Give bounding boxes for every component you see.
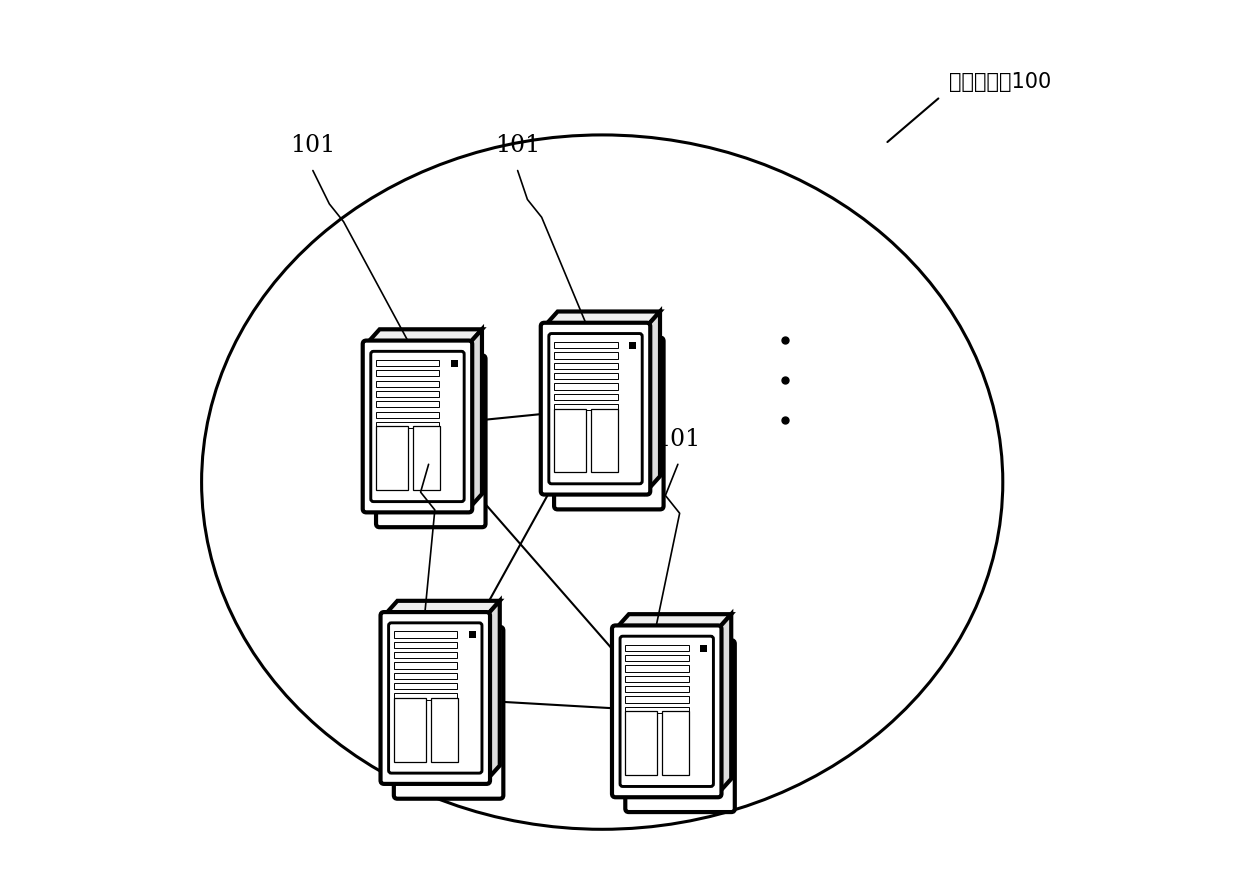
Bar (394, 663, 458, 669)
Bar (376, 412, 439, 418)
Polygon shape (544, 312, 660, 326)
Polygon shape (469, 330, 482, 509)
Bar (394, 698, 425, 762)
FancyBboxPatch shape (613, 625, 722, 797)
Text: 101: 101 (405, 428, 451, 451)
Polygon shape (647, 312, 660, 491)
Polygon shape (615, 614, 732, 629)
FancyBboxPatch shape (554, 338, 663, 509)
Bar (554, 409, 585, 472)
Bar (376, 427, 408, 490)
Bar (394, 631, 458, 638)
Bar (430, 698, 458, 762)
Text: 101: 101 (290, 134, 336, 157)
Bar (625, 655, 688, 662)
Polygon shape (718, 614, 732, 794)
FancyBboxPatch shape (625, 640, 735, 812)
Bar (451, 360, 458, 367)
Bar (554, 342, 618, 348)
Bar (376, 391, 439, 397)
Polygon shape (486, 601, 500, 780)
Bar (591, 409, 618, 472)
Bar (554, 353, 618, 359)
Bar (554, 405, 618, 411)
Text: 101: 101 (655, 428, 701, 451)
Bar (625, 712, 657, 775)
Bar (662, 712, 689, 775)
FancyBboxPatch shape (376, 355, 486, 527)
Bar (625, 676, 688, 682)
FancyBboxPatch shape (620, 636, 713, 787)
FancyBboxPatch shape (388, 622, 482, 773)
FancyBboxPatch shape (541, 322, 650, 495)
Bar (625, 706, 688, 713)
Bar (376, 421, 439, 428)
Bar (376, 401, 439, 407)
FancyBboxPatch shape (394, 627, 503, 798)
Bar (376, 371, 439, 377)
Bar (469, 631, 476, 638)
Bar (625, 665, 688, 672)
Bar (625, 686, 688, 692)
Bar (394, 672, 458, 679)
FancyBboxPatch shape (549, 333, 642, 484)
Bar (629, 342, 636, 349)
Bar (625, 645, 688, 651)
Bar (554, 383, 618, 389)
Bar (394, 683, 458, 689)
Bar (625, 697, 688, 703)
Bar (394, 642, 458, 648)
Text: 101: 101 (495, 134, 541, 157)
Bar (413, 427, 440, 490)
Bar (376, 380, 439, 387)
Bar (554, 394, 618, 400)
Bar (554, 363, 618, 369)
FancyBboxPatch shape (363, 340, 472, 513)
Polygon shape (366, 330, 482, 344)
Bar (376, 360, 439, 366)
Bar (554, 373, 618, 380)
Text: 区块链系统100: 区块链系统100 (950, 71, 1052, 91)
Bar (394, 652, 458, 658)
Bar (394, 694, 458, 700)
Bar (701, 645, 707, 652)
Polygon shape (384, 601, 500, 615)
FancyBboxPatch shape (371, 351, 464, 502)
FancyBboxPatch shape (381, 612, 490, 784)
